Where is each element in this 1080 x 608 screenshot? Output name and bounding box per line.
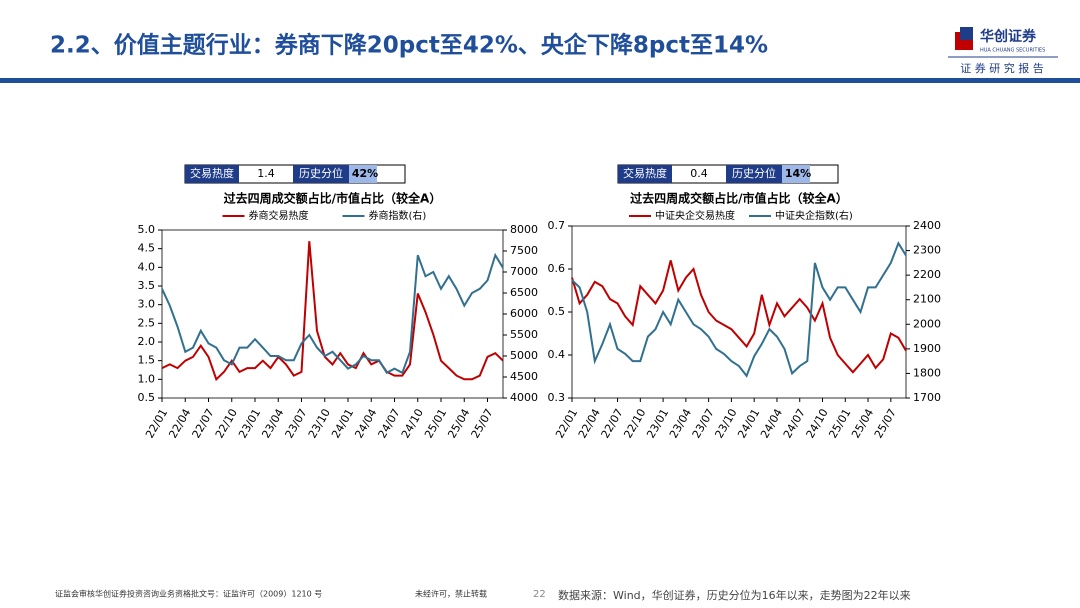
y-tick-label: 0.7 <box>548 219 566 232</box>
y-tick-label: 0.4 <box>548 348 566 361</box>
logo-text: 华创证券 <box>980 28 1037 45</box>
slide-title: 2.2、价值主题行业：券商下降20pct至42%、央企下降8pct至14% <box>50 32 768 59</box>
info-label: 交易热度 <box>190 166 234 180</box>
info-label-bg <box>726 165 782 183</box>
legend-label: 中证央企指数(右) <box>775 209 853 222</box>
header-bar <box>0 78 1080 83</box>
logo-en: HUA CHUANG SECURITIES <box>980 48 1045 54</box>
info-value: 0.4 <box>690 167 708 180</box>
y-tick-label: 0.5 <box>548 305 566 318</box>
info-value: 14% <box>785 167 811 180</box>
info-label: 交易热度 <box>623 166 667 180</box>
y-tick-label: 0.5 <box>138 391 156 404</box>
info-pct-bg <box>782 165 810 183</box>
series-line <box>161 252 504 375</box>
x-tick-label: 25/07 <box>872 407 899 441</box>
y2-tick-label: 7000 <box>510 265 538 278</box>
y2-tick-label: 6000 <box>510 307 538 320</box>
x-tick-label: 22/07 <box>190 407 217 441</box>
x-tick-label: 25/04 <box>849 407 876 441</box>
y2-tick-label: 1800 <box>913 366 941 379</box>
page-number: 22 <box>533 589 546 600</box>
x-tick-label: 24/10 <box>399 407 426 441</box>
x-tick-label: 24/04 <box>352 407 379 441</box>
info-value: 42% <box>352 167 378 180</box>
series-line <box>571 260 907 374</box>
info-label-bg <box>293 165 349 183</box>
x-tick-label: 23/04 <box>259 407 286 441</box>
y2-tick-label: 4500 <box>510 370 538 383</box>
series-line <box>571 240 907 378</box>
report-tag: 证 券 研 究 报 告 <box>960 61 1043 75</box>
x-tick-label: 22/07 <box>599 407 626 441</box>
y2-tick-label: 2400 <box>913 219 941 232</box>
y-tick-label: 1.0 <box>138 372 156 385</box>
y2-tick-label: 5500 <box>510 328 538 341</box>
y-tick-label: 4.5 <box>138 242 156 255</box>
x-tick-label: 22/10 <box>213 407 240 441</box>
x-tick-label: 22/10 <box>621 407 648 441</box>
x-tick-label: 24/07 <box>781 407 808 441</box>
info-label: 历史分位 <box>732 166 776 180</box>
y2-tick-label: 6500 <box>510 286 538 299</box>
x-tick-label: 23/10 <box>306 407 333 441</box>
y2-tick-label: 8000 <box>510 223 538 236</box>
y2-tick-label: 5000 <box>510 349 538 362</box>
legend-label: 券商交易热度 <box>249 209 309 222</box>
x-tick-label: 23/04 <box>667 407 694 441</box>
info-pct-bg <box>349 165 377 183</box>
x-tick-label: 25/07 <box>469 407 496 441</box>
y-tick-label: 3.5 <box>138 279 156 292</box>
footer-license: 证监会审核华创证券投资咨询业务资格批文号：证监许可（2009）1210 号 <box>55 589 322 599</box>
x-tick-label: 24/01 <box>735 407 762 441</box>
y2-tick-label: 2300 <box>913 244 941 257</box>
x-tick-label: 25/01 <box>422 407 449 441</box>
info-label-bg <box>618 165 672 183</box>
y2-tick-label: 1700 <box>913 391 941 404</box>
y-tick-label: 1.5 <box>138 354 156 367</box>
y2-tick-label: 2000 <box>913 317 941 330</box>
x-tick-label: 23/07 <box>283 407 310 441</box>
x-tick-label: 23/01 <box>644 407 671 441</box>
y-tick-label: 2.0 <box>138 335 156 348</box>
y-tick-label: 0.3 <box>548 391 566 404</box>
series-line <box>161 241 504 382</box>
legend-label: 券商指数(右) <box>369 209 427 222</box>
legend-label: 中证央企交易热度 <box>655 209 735 222</box>
x-tick-label: 23/07 <box>690 407 717 441</box>
x-tick-label: 23/01 <box>236 407 263 441</box>
y-tick-label: 2.5 <box>138 316 156 329</box>
y-tick-label: 3.0 <box>138 298 156 311</box>
x-tick-label: 22/01 <box>143 407 170 441</box>
x-tick-label: 22/04 <box>166 407 193 441</box>
chart-title: 过去四周成交额占比/市值占比（较全A） <box>224 191 442 206</box>
y-tick-label: 0.6 <box>548 262 566 275</box>
footer-notice: 未经许可，禁止转载 <box>415 589 487 599</box>
info-value: 1.4 <box>257 167 275 180</box>
x-tick-label: 22/01 <box>553 407 580 441</box>
x-tick-label: 25/01 <box>826 407 853 441</box>
logo-mark <box>960 27 973 40</box>
y-tick-label: 5.0 <box>138 223 156 236</box>
y2-tick-label: 1900 <box>913 342 941 355</box>
x-tick-label: 24/07 <box>376 407 403 441</box>
info-label-bg <box>185 165 239 183</box>
y2-tick-label: 2200 <box>913 268 941 281</box>
footer-source: 数据来源：Wind，华创证券，历史分位为16年以来，走势图为22年以来 <box>558 588 911 602</box>
x-tick-label: 23/10 <box>712 407 739 441</box>
x-tick-label: 25/04 <box>445 407 472 441</box>
y2-tick-label: 2100 <box>913 293 941 306</box>
y2-tick-label: 7500 <box>510 244 538 257</box>
x-tick-label: 24/04 <box>758 407 785 441</box>
x-tick-label: 22/04 <box>576 407 603 441</box>
chart-title: 过去四周成交额占比/市值占比（较全A） <box>630 191 848 206</box>
y2-tick-label: 4000 <box>510 391 538 404</box>
x-tick-label: 24/01 <box>329 407 356 441</box>
info-label: 历史分位 <box>299 166 343 180</box>
x-tick-label: 24/10 <box>804 407 831 441</box>
y-tick-label: 4.0 <box>138 260 156 273</box>
